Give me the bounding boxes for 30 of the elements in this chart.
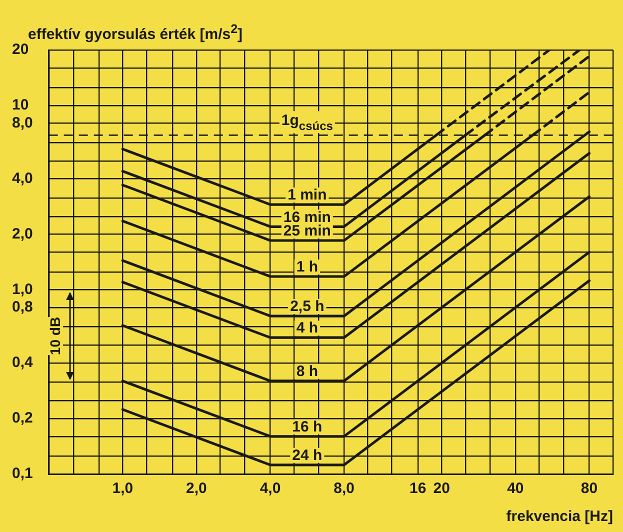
series-label: 2,5 h xyxy=(290,298,324,316)
x-tick-label: 16 xyxy=(410,480,426,498)
y-tick-label: 0,8 xyxy=(12,298,33,316)
x-axis-title: frekvencia [Hz] xyxy=(506,508,613,525)
series-label: 8 h xyxy=(296,363,318,380)
y-tick-label: 0,4 xyxy=(12,354,34,372)
x-tick-label: 80 xyxy=(580,480,598,498)
x-tick-label: 1,0 xyxy=(112,480,134,498)
series-label: 1 h xyxy=(296,258,318,276)
series-label: 24 h xyxy=(292,447,322,464)
y-tick-label: 0,2 xyxy=(12,410,33,427)
series-label: 1 min xyxy=(288,186,327,204)
y-tick-label: 4,0 xyxy=(12,170,33,187)
y-tick-label: 10 xyxy=(12,96,29,114)
y-tick-label: 2,0 xyxy=(12,225,33,242)
annotation: 10 dB xyxy=(46,317,63,356)
y-tick-label: 1,0 xyxy=(12,280,33,298)
series-label: 4 h xyxy=(296,320,318,337)
y-axis-title: effektív gyorsulás érték [m/s$^{2}$] xyxy=(28,22,243,43)
x-tick-label: 4,0 xyxy=(260,480,281,498)
x-tick-label: 40 xyxy=(507,480,524,498)
series-label: 16 h xyxy=(292,418,322,436)
y-tick-label: 8,0 xyxy=(12,114,33,132)
x-tick-label: 2,0 xyxy=(186,480,207,498)
x-tick-label: 8,0 xyxy=(334,480,354,498)
series-label: 16 min xyxy=(283,208,331,226)
y-tick-label: 20 xyxy=(12,41,29,58)
x-tick-label: 20 xyxy=(433,480,450,498)
y-tick-label: 0,1 xyxy=(12,465,33,482)
series-label: 25 min xyxy=(283,222,331,240)
